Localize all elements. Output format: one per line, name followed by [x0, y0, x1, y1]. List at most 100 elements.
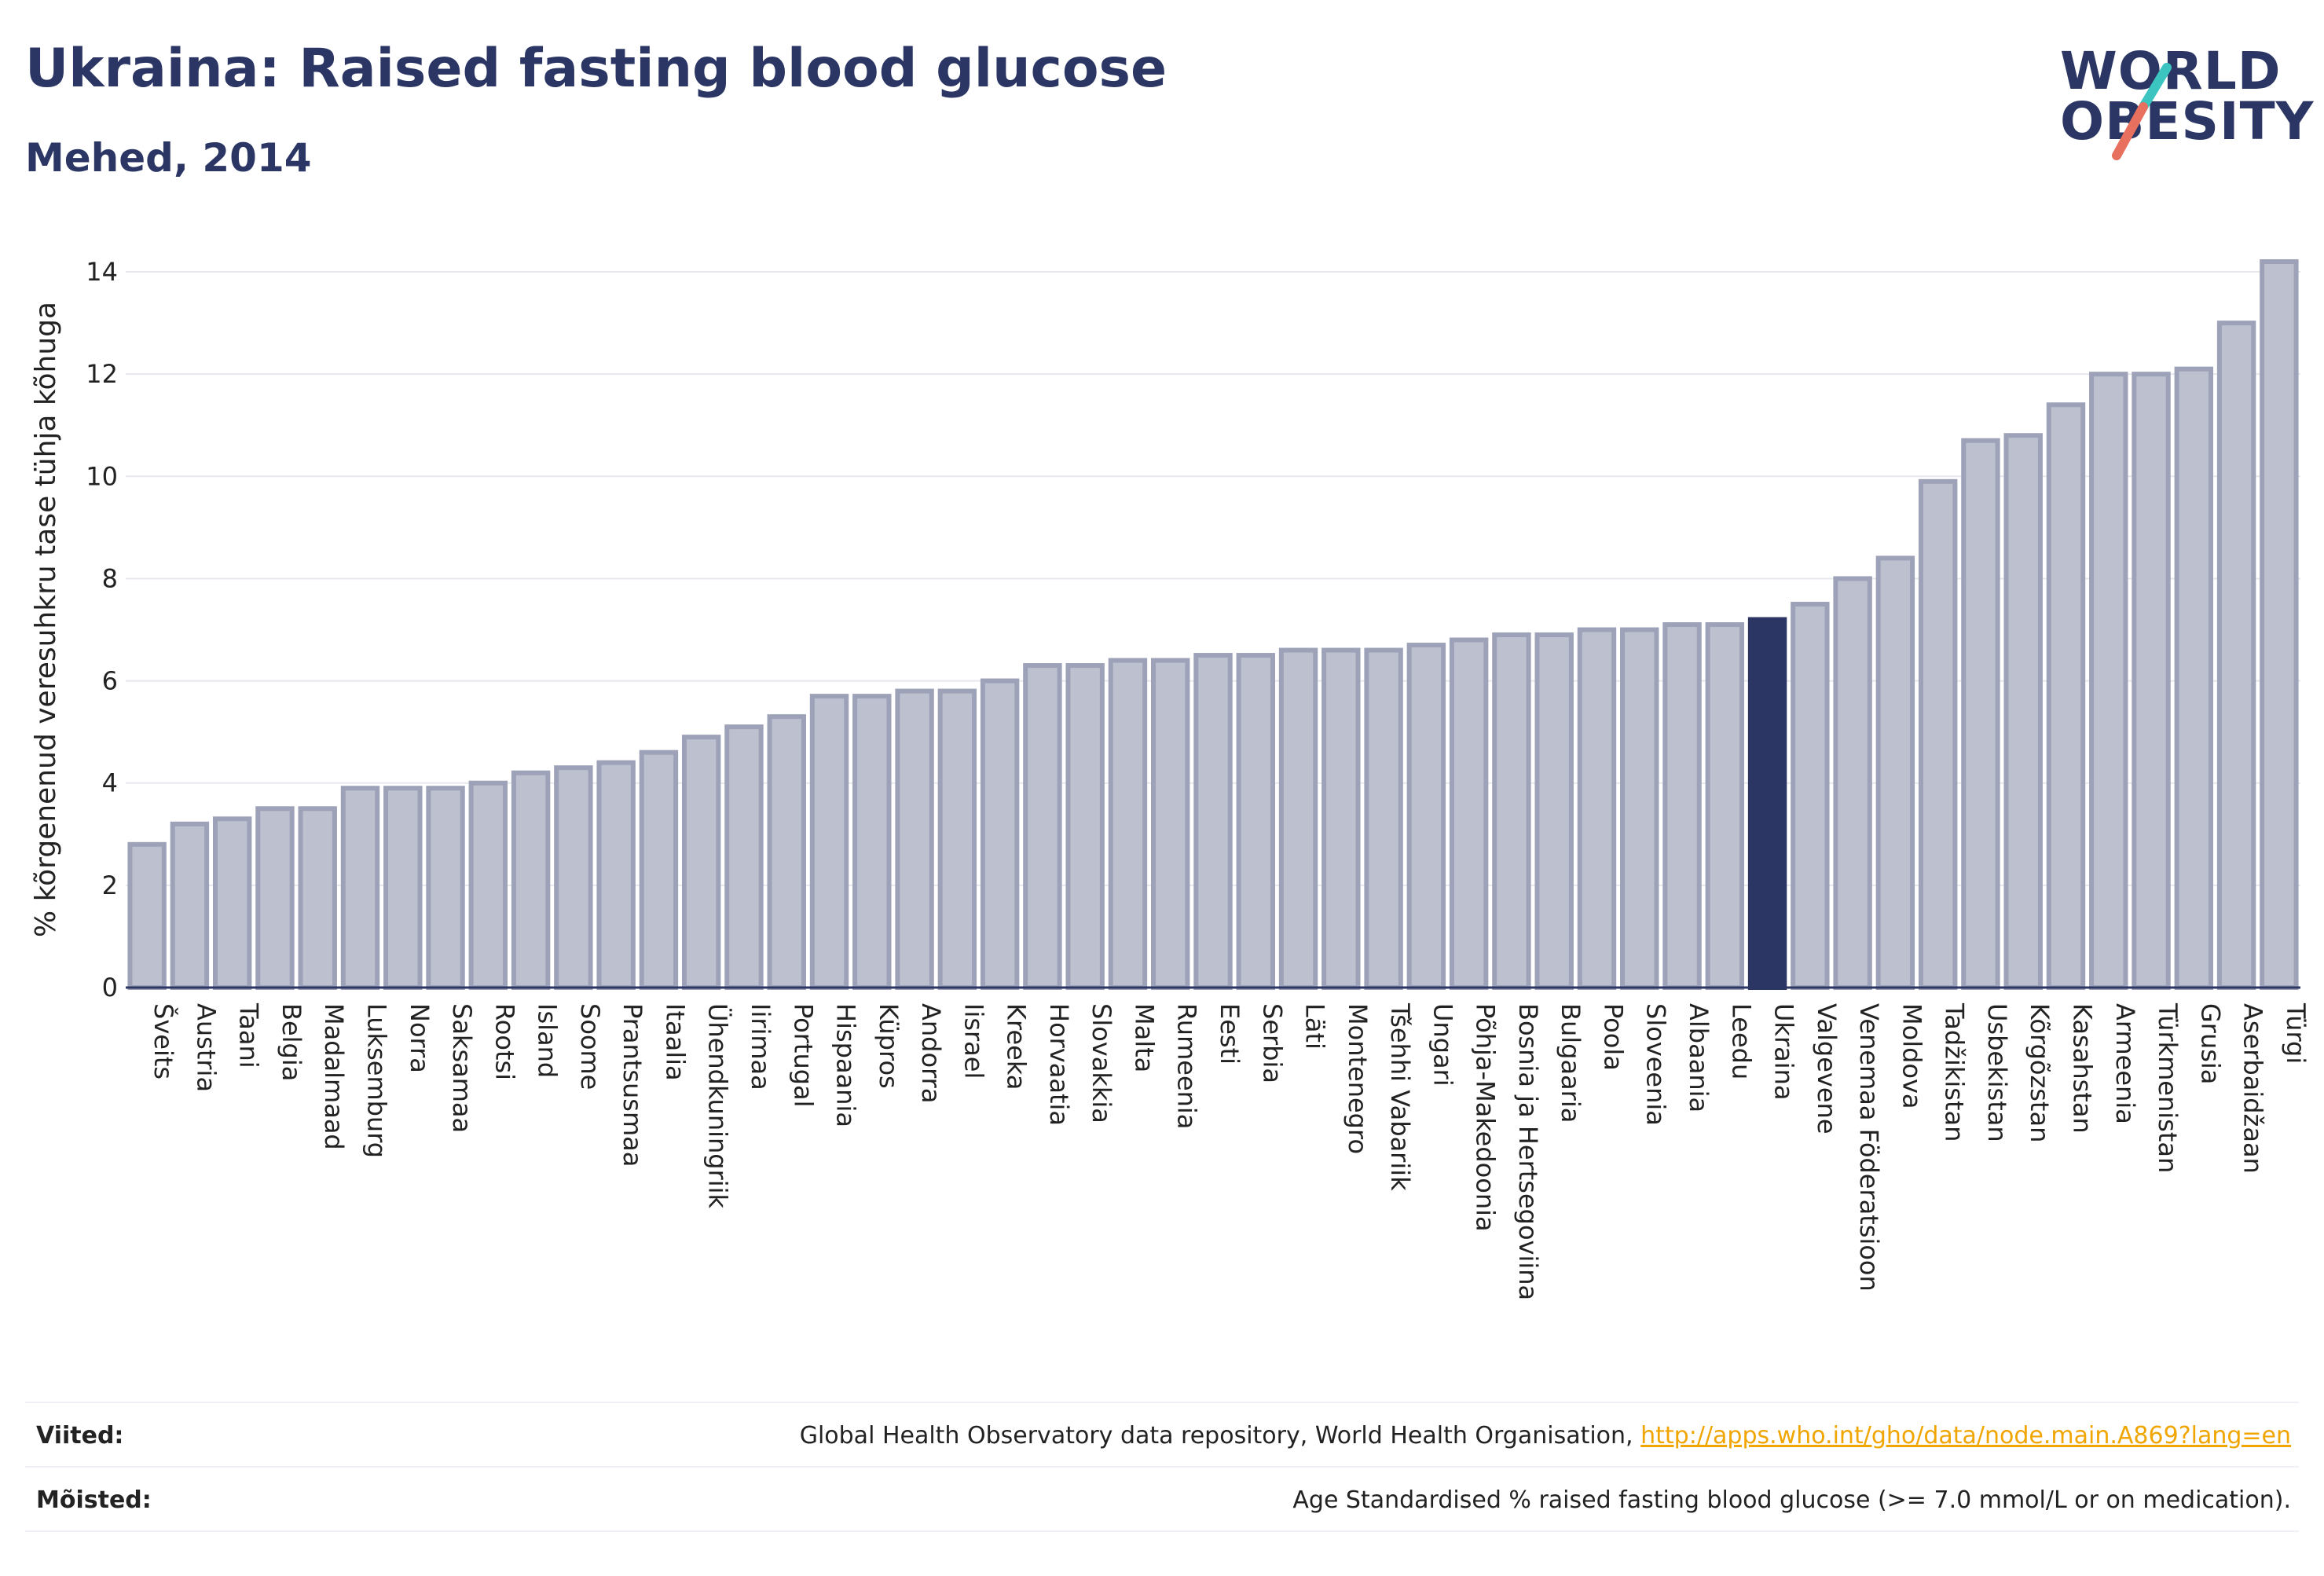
- bar: [2046, 402, 2086, 991]
- y-tick-label: 0: [102, 973, 118, 1002]
- x-tick-label: Ukraina: [1769, 1003, 1799, 1101]
- bar: [468, 780, 508, 990]
- bar: [298, 806, 337, 991]
- references-text: Global Health Observatory data repositor…: [799, 1422, 1633, 1450]
- bar: [596, 760, 636, 990]
- bar: [852, 694, 892, 991]
- y-axis-title: % kõrgenenud veresuhkru tase tühja kõhug…: [30, 302, 62, 937]
- definitions-label: Mõisted:: [36, 1486, 152, 1514]
- bar: [1108, 658, 1148, 990]
- bar: [1065, 663, 1105, 990]
- bar: [2089, 372, 2128, 990]
- x-tick-label: Slovakkia: [1087, 1003, 1116, 1123]
- x-tick-label: Läti: [1300, 1003, 1330, 1050]
- x-tick-label: Rootsi: [489, 1003, 519, 1080]
- definitions-text: Age Standardised % raised fasting blood …: [1292, 1486, 2291, 1514]
- bar: [639, 750, 679, 990]
- world-obesity-logo[interactable]: WORLD OBESITY: [2051, 41, 2313, 167]
- bar: [2216, 321, 2256, 990]
- bar: [2132, 372, 2171, 990]
- bar: [170, 821, 210, 990]
- bar: [340, 786, 380, 991]
- x-tick-label: Austria: [191, 1003, 221, 1092]
- bar: [724, 724, 764, 990]
- x-tick-label: Albaania: [1684, 1003, 1714, 1112]
- bar: [554, 765, 593, 991]
- y-tick-label: 12: [86, 359, 118, 389]
- bar: [1620, 627, 1659, 991]
- bar: [127, 841, 167, 990]
- references-row: Viited: Global Health Observatory data r…: [25, 1402, 2299, 1469]
- x-tick-label: Türkmenistan: [2153, 1002, 2183, 1173]
- x-tick-label: Belgia: [277, 1003, 306, 1081]
- footer-divider: [25, 1530, 2299, 1532]
- x-tick-label: Montenegro: [1343, 1003, 1373, 1154]
- x-tick-label: Küpros: [874, 1003, 904, 1089]
- x-tick-label: Moldova: [1897, 1003, 1926, 1109]
- bar: [1662, 622, 1702, 990]
- y-tick-label: 4: [102, 768, 118, 798]
- logo-slash-icon: [2112, 63, 2172, 160]
- bar: [1449, 637, 1489, 990]
- definitions-row: Mõisted: Age Standardised % raised fasti…: [25, 1466, 2299, 1534]
- x-tick-label: Poola: [1598, 1003, 1628, 1071]
- bar: [895, 688, 934, 990]
- bar: [1747, 617, 1787, 990]
- bar-chart: 0 2 4 6 8 10 12 14 % kõrgenenud veresuhkru tase …: [30, 257, 2311, 1300]
- x-tick-label: Sloveenia: [1641, 1003, 1671, 1126]
- bar: [2260, 259, 2299, 990]
- x-tick-label: Saksamaa: [447, 1003, 477, 1133]
- x-tick-label: Taani: [234, 1002, 264, 1068]
- bar: [1023, 663, 1062, 990]
- x-tick-label: Grusia: [2195, 1003, 2225, 1084]
- x-tick-label: Soome: [575, 1003, 605, 1090]
- x-tick-label: Aserbaidžaan: [2238, 1003, 2268, 1174]
- x-tick-label: Madalmaad: [319, 1003, 349, 1150]
- bar: [1833, 576, 1872, 990]
- bar: [1321, 647, 1361, 991]
- bar: [383, 786, 423, 991]
- bar: [1151, 658, 1190, 990]
- x-tick-label: Šveits: [148, 1003, 179, 1079]
- y-tick-label: 2: [102, 870, 118, 900]
- x-tick-label: Island: [533, 1003, 563, 1078]
- bar: [1875, 555, 1915, 990]
- x-tick-label: Türgi: [2281, 1002, 2311, 1064]
- bar: [1534, 632, 1574, 990]
- bar: [1193, 653, 1233, 990]
- x-tick-label: Kõrgõzstan: [2025, 1003, 2055, 1142]
- x-tick-label: Tšehhi Vabariik: [1385, 1002, 1415, 1191]
- bar: [767, 714, 806, 990]
- x-tick-label: Iisrael: [959, 1003, 988, 1079]
- x-tick-label: Portugal: [788, 1003, 818, 1108]
- x-tick-label: Horvaatia: [1044, 1003, 1074, 1126]
- x-tick-label: Venemaa Föderatsioon: [1854, 1003, 1884, 1292]
- x-tick-label: Bosnia ja Hertsegoviina: [1513, 1003, 1543, 1300]
- x-tick-label: Iirimaa: [746, 1003, 775, 1090]
- bar: [1492, 632, 1531, 990]
- bar: [1791, 601, 1830, 990]
- x-tick-label: Ungari: [1428, 1003, 1457, 1087]
- x-tick-label: Usbekistan: [1982, 1003, 2012, 1142]
- x-tick-label: Hispaania: [831, 1003, 861, 1127]
- bar: [1918, 478, 1958, 990]
- x-tick-label: Tadžikistan: [1940, 1002, 1970, 1142]
- bar: [511, 770, 551, 990]
- y-tick-label: 6: [102, 666, 118, 696]
- bar: [255, 806, 295, 991]
- x-tick-label: Valgevene: [1812, 1003, 1842, 1134]
- x-tick-label: Malta: [1129, 1003, 1159, 1072]
- page-subtitle: Mehed, 2014: [25, 135, 312, 181]
- bar: [426, 786, 465, 991]
- x-tick-label: Luksemburg: [362, 1003, 392, 1158]
- logo-line-2: OBESITY: [2060, 91, 2315, 152]
- x-tick-label: Prantsusmaa: [618, 1003, 647, 1167]
- x-tick-label: Armeenia: [2110, 1003, 2140, 1124]
- x-tick-label: Norra: [405, 1003, 434, 1073]
- bar: [2003, 433, 2043, 990]
- x-tick-label: Eesti: [1215, 1003, 1244, 1065]
- x-tick-label: Leedu: [1726, 1003, 1756, 1079]
- references-link[interactable]: http://apps.who.int/gho/data/node.main.A…: [1640, 1422, 2291, 1450]
- references-label: Viited:: [36, 1422, 124, 1450]
- bar: [1961, 438, 2000, 990]
